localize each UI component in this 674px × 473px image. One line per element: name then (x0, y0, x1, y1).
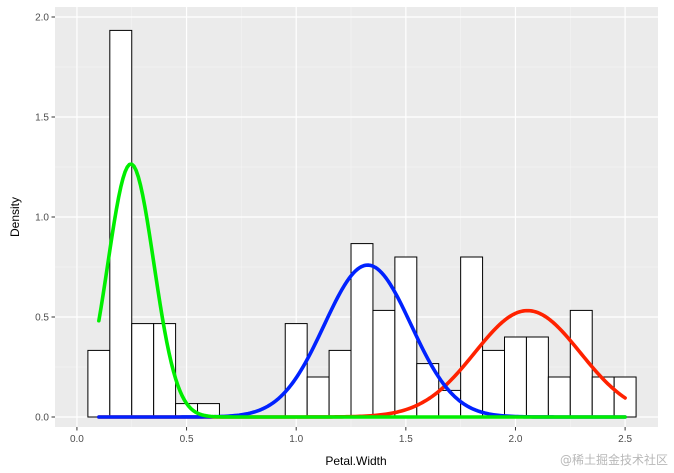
histogram-bar (306, 376, 330, 418)
y-tick-label: 0.0 (35, 413, 49, 424)
histogram-bar (591, 376, 615, 418)
histogram-bar (547, 376, 571, 418)
y-tick-label: 1.5 (35, 113, 49, 124)
y-axis: 0.0 0.5 1.0 1.5 2.0 (35, 13, 55, 424)
x-tick-label: 2.0 (509, 434, 523, 445)
x-tick-label: 0.0 (70, 434, 84, 445)
y-tick-label: 1.0 (35, 213, 49, 224)
histogram-bar (460, 256, 484, 418)
histogram-bar (328, 349, 352, 418)
histogram-bar (482, 349, 506, 418)
watermark: @稀土掘金技术社区 (559, 453, 668, 467)
density-curve (97, 162, 627, 419)
y-axis-title: Density (8, 197, 22, 237)
histogram-bar (87, 349, 111, 418)
y-tick-label: 0.5 (35, 313, 49, 324)
x-tick-label: 1.0 (289, 434, 303, 445)
histogram-bar (504, 336, 527, 418)
density-curves (97, 162, 627, 419)
histogram-bar (525, 336, 549, 418)
x-tick-label: 1.5 (399, 434, 413, 445)
histogram-bar (394, 256, 418, 418)
x-axis: 0.0 0.5 1.0 1.5 2.0 2.5 (70, 427, 632, 445)
histogram-bars (87, 29, 637, 418)
histogram-bar (284, 323, 308, 418)
x-tick-label: 0.5 (180, 434, 194, 445)
histogram-bar (131, 323, 155, 418)
x-axis-title: Petal.Width (325, 454, 386, 468)
histogram-bar (438, 389, 462, 418)
histogram-bar (372, 309, 396, 418)
y-tick-label: 2.0 (35, 13, 49, 24)
x-tick-label: 2.5 (618, 434, 632, 445)
